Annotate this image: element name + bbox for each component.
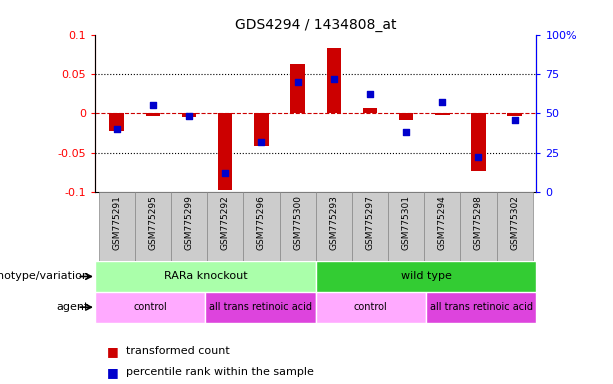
Bar (460, 192, 497, 261)
Bar (363, 108, 377, 113)
Bar (182, 113, 196, 117)
Bar (316, 261, 536, 292)
Bar (205, 292, 316, 323)
Point (220, 170, 230, 176)
Bar (95, 261, 316, 292)
Bar (471, 113, 485, 171)
Bar (254, 113, 268, 146)
Text: control: control (354, 302, 388, 312)
Bar (352, 192, 388, 261)
Point (184, 113, 194, 119)
Text: GSM775293: GSM775293 (329, 195, 338, 250)
Bar (399, 113, 413, 119)
Bar (435, 113, 449, 115)
Text: GSM775295: GSM775295 (148, 195, 158, 250)
Bar (110, 113, 124, 131)
Point (510, 116, 520, 122)
Point (112, 126, 121, 132)
Point (438, 99, 447, 105)
Text: genotype/variation: genotype/variation (0, 271, 89, 281)
Text: all trans retinoic acid: all trans retinoic acid (430, 302, 533, 312)
Point (292, 79, 302, 85)
Text: GSM775302: GSM775302 (510, 195, 519, 250)
Text: GSM775296: GSM775296 (257, 195, 266, 250)
Point (256, 139, 266, 145)
Bar (280, 192, 316, 261)
Text: control: control (133, 302, 167, 312)
Point (148, 103, 158, 109)
Bar (426, 292, 536, 323)
Point (329, 76, 339, 82)
Text: GSM775291: GSM775291 (112, 195, 121, 250)
Bar (207, 192, 243, 261)
Bar (316, 192, 352, 261)
Text: ■: ■ (107, 366, 119, 379)
Text: GSM775299: GSM775299 (185, 195, 194, 250)
Text: percentile rank within the sample: percentile rank within the sample (126, 367, 313, 377)
Text: GSM775292: GSM775292 (221, 195, 230, 250)
Bar (243, 192, 280, 261)
Bar (99, 192, 135, 261)
Text: RARa knockout: RARa knockout (164, 271, 247, 281)
Bar (508, 113, 522, 116)
Title: GDS4294 / 1434808_at: GDS4294 / 1434808_at (235, 18, 397, 32)
Text: agent: agent (56, 302, 89, 312)
Point (474, 154, 484, 161)
Bar (424, 192, 460, 261)
Text: GSM775301: GSM775301 (402, 195, 411, 250)
Text: transformed count: transformed count (126, 346, 229, 356)
Point (365, 91, 375, 98)
Text: GSM775297: GSM775297 (365, 195, 375, 250)
Bar (388, 192, 424, 261)
Text: all trans retinoic acid: all trans retinoic acid (209, 302, 312, 312)
Bar (497, 192, 533, 261)
Bar (171, 192, 207, 261)
Bar (291, 65, 305, 113)
Text: GSM775298: GSM775298 (474, 195, 483, 250)
Bar (327, 48, 341, 113)
Point (402, 129, 411, 135)
Bar (95, 292, 205, 323)
Bar (146, 113, 160, 116)
Text: wild type: wild type (401, 271, 451, 281)
Text: GSM775294: GSM775294 (438, 195, 447, 250)
Bar (135, 192, 171, 261)
Bar (218, 113, 232, 190)
Text: ■: ■ (107, 345, 119, 358)
Text: GSM775300: GSM775300 (293, 195, 302, 250)
Bar (316, 292, 426, 323)
